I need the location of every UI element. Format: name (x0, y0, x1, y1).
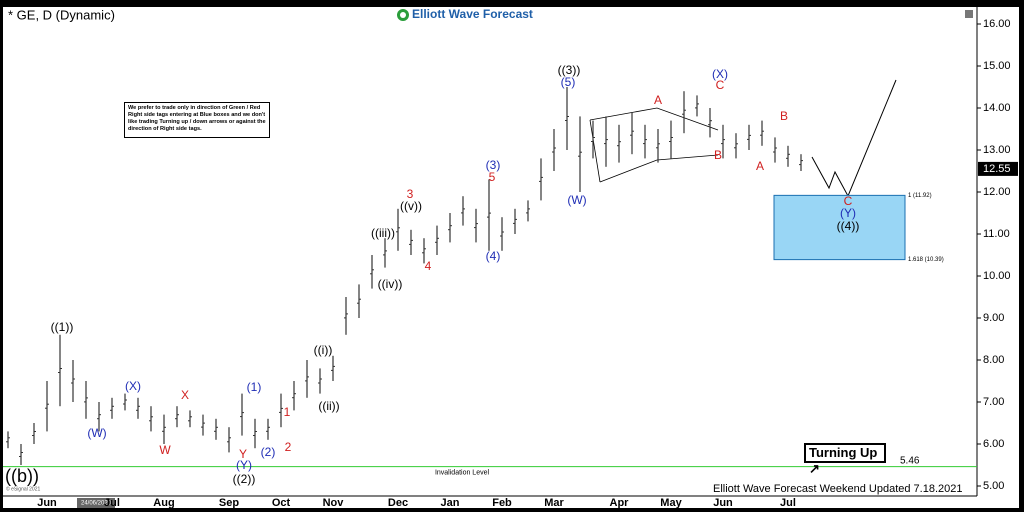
wave-label: (W) (87, 426, 106, 440)
target-label: 1.618 (10.39) (908, 257, 944, 263)
wave-label: 5 (489, 170, 496, 184)
wave-label: W (159, 443, 171, 457)
wave-label: (X) (125, 379, 141, 393)
wave-label: Y (239, 447, 247, 461)
wave-label: (W) (567, 193, 586, 207)
window-icon (965, 10, 973, 18)
x-tick-label: Jun (713, 497, 733, 509)
target-label: 1 (11.92) (908, 193, 932, 199)
wave-label: ((3)) (558, 63, 581, 77)
chart-title: * GE, D (Dynamic) (8, 7, 115, 22)
x-tick-label: Nov (323, 497, 345, 509)
x-tick-label: Jun (37, 497, 57, 509)
cursor-date: 24/06/2020 (81, 501, 112, 507)
cursor-date-box (77, 498, 115, 508)
wave-label: ((iii)) (371, 226, 395, 240)
x-tick-label: Sep (219, 497, 239, 509)
triangle-line (599, 154, 719, 183)
copyright: © eSignal 2021 (6, 485, 40, 492)
last-price: 12.55 (983, 163, 1011, 175)
x-tick-label: Apr (610, 497, 630, 509)
wave-label: A (654, 93, 662, 107)
x-tick-label: Jul (104, 497, 120, 509)
wave-label: A (756, 159, 764, 173)
y-tick-label: 15.00 (983, 60, 1011, 72)
trading-note: We prefer to trade only in direction of … (124, 102, 270, 138)
y-tick-label: 14.00 (983, 102, 1011, 114)
triangle-line (589, 119, 601, 183)
y-tick-label: 6.00 (983, 438, 1004, 450)
wave-label: ((2)) (233, 472, 256, 486)
logo (400, 12, 406, 18)
wave-label: ((b)) (5, 466, 39, 486)
y-tick-label: 13.00 (983, 144, 1011, 156)
wave-label: ((ii)) (318, 399, 339, 413)
x-tick-label: May (660, 497, 682, 509)
y-tick-label: 9.00 (983, 312, 1004, 324)
signal-badge: Turning Up ↗ (804, 443, 886, 476)
wave-label: 4 (425, 259, 432, 273)
wave-label: (3) (486, 158, 501, 172)
wave-label: 3 (407, 187, 414, 201)
wave-label: ((v)) (400, 199, 422, 213)
wave-label: (X) (712, 67, 728, 81)
wave-label: C (716, 78, 725, 92)
y-tick-label: 5.00 (983, 480, 1004, 492)
x-tick-label: Feb (492, 497, 512, 509)
wave-label: 1 (284, 405, 291, 419)
wave-label: 2 (285, 440, 292, 454)
wave-label: ((i)) (314, 343, 333, 357)
footer: Elliott Wave Forecast Weekend Updated 7.… (713, 483, 962, 495)
triangle-line (589, 107, 719, 131)
x-tick-label: Dec (388, 497, 408, 509)
wave-label: (Y) (236, 458, 252, 472)
projection-path (811, 79, 897, 198)
x-tick-label: Aug (153, 497, 174, 509)
y-tick-label: 12.00 (983, 186, 1011, 198)
target-box (773, 194, 906, 261)
wave-label: ((iv)) (378, 277, 403, 291)
x-tick-label: Jan (441, 497, 460, 509)
signal-text: Turning Up (809, 445, 878, 460)
wave-label: (Y) (840, 206, 856, 220)
x-tick-label: Oct (272, 497, 291, 509)
invalidation-label: Invalidation Level (435, 470, 490, 477)
wave-label: B (714, 148, 722, 162)
wave-label: X (181, 388, 189, 402)
wave-label: C (844, 194, 853, 208)
wave-label: B (780, 109, 788, 123)
brand: Elliott Wave Forecast (412, 7, 533, 21)
invalidation-value: 5.46 (900, 455, 920, 466)
last-price-box (978, 161, 1018, 176)
wave-label: ((4)) (837, 219, 860, 233)
y-tick-label: 8.00 (983, 354, 1004, 366)
x-tick-label: Mar (544, 497, 564, 509)
y-tick-label: 16.00 (983, 18, 1011, 30)
wave-label: (1) (247, 380, 262, 394)
wave-label: (4) (486, 249, 501, 263)
wave-label: (2) (261, 445, 276, 459)
wave-label: ((1)) (51, 320, 74, 334)
y-tick-label: 11.00 (983, 228, 1010, 240)
x-tick-label: Jul (780, 497, 796, 509)
y-tick-label: 10.00 (983, 270, 1011, 282)
y-tick-label: 7.00 (983, 396, 1004, 408)
wave-label: (5) (561, 75, 576, 89)
